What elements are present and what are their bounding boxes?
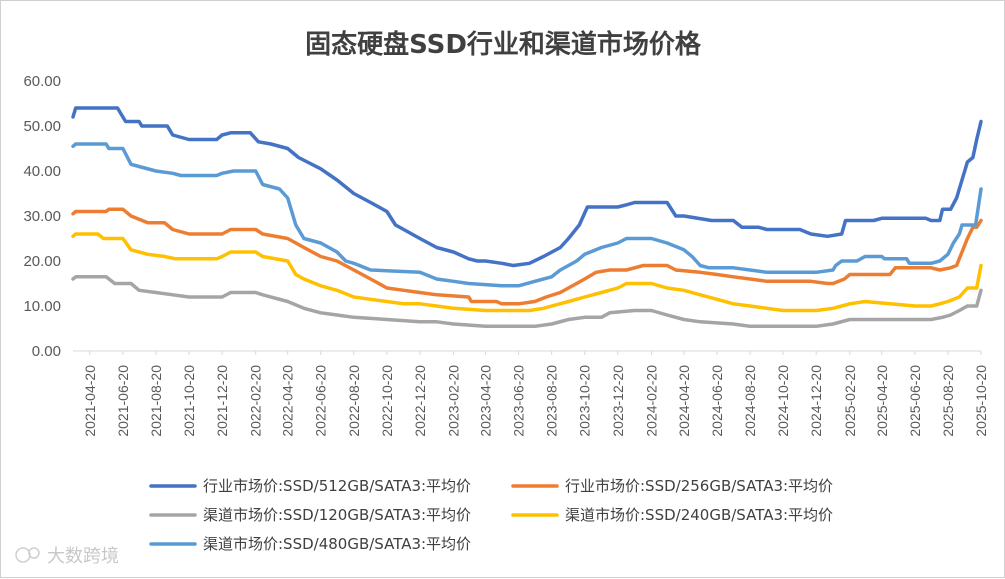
y-tick-label: 0.00 (32, 343, 61, 360)
series-line-5 (71, 142, 983, 288)
x-tick-label: 2024-10-20 (775, 365, 791, 437)
y-tick-label: 10.00 (23, 298, 61, 315)
watermark-text: 大数跨境 (47, 546, 119, 567)
series-line-4 (71, 232, 983, 313)
x-tick-label: 2022-06-20 (313, 365, 329, 437)
x-tick-label: 2021-04-20 (82, 365, 98, 437)
x-tick-label: 2021-12-20 (214, 365, 230, 437)
series-line-3 (71, 275, 983, 329)
x-tick-label: 2023-06-20 (511, 365, 527, 437)
x-tick-label: 2025-02-20 (842, 365, 858, 437)
y-tick-label: 30.00 (23, 208, 61, 225)
x-tick-label: 2022-08-20 (346, 365, 362, 437)
x-tick-label: 2021-08-20 (148, 365, 164, 437)
series-line-1 (71, 106, 983, 268)
watermark-logo-icon (15, 547, 40, 563)
x-tick-label: 2024-02-20 (643, 365, 659, 437)
x-tick-label: 2023-08-20 (544, 365, 560, 437)
x-tick-label: 2025-10-20 (973, 365, 989, 437)
x-tick-label: 2023-02-20 (446, 365, 462, 437)
x-tick-label: 2022-10-20 (379, 365, 395, 437)
legend-label-2: 行业市场价:SSD/256GB/SATA3:平均价 (565, 477, 833, 495)
y-tick-label: 20.00 (23, 253, 61, 270)
legend-label-4: 渠道市场价:SSD/240GB/SATA3:平均价 (565, 506, 833, 524)
watermark: 大数跨境 (15, 546, 119, 567)
x-tick-label: 2025-04-20 (874, 365, 890, 437)
x-tick-label: 2021-06-20 (115, 365, 131, 437)
x-tick-label: 2022-02-20 (248, 365, 264, 437)
x-tick-label: 2025-08-20 (940, 365, 956, 437)
chart-title: 固态硬盘SSD行业和渠道市场价格 (305, 29, 702, 60)
legend-label-3: 渠道市场价:SSD/120GB/SATA3:平均价 (203, 506, 471, 524)
y-tick-label: 60.00 (23, 73, 61, 90)
x-tick-label: 2024-12-20 (808, 365, 824, 437)
legend-label-1: 行业市场价:SSD/512GB/SATA3:平均价 (203, 477, 471, 495)
y-axis-ticks: 0.00 10.00 20.00 30.00 40.00 50.00 60.00 (23, 73, 61, 360)
x-tick-label: 2022-04-20 (280, 365, 296, 437)
y-tick-label: 40.00 (23, 163, 61, 180)
x-tick-label: 2022-12-20 (412, 365, 428, 437)
y-tick-label: 50.00 (23, 118, 61, 135)
x-tick-label: 2024-06-20 (709, 365, 725, 437)
x-axis-ticks: 2021-04-20 2021-06-20 2021-08-20 2021-10-20… (82, 351, 989, 437)
legend: 行业市场价:SSD/512GB/SATA3:平均价 行业市场价:SSD/256GB… (149, 477, 833, 553)
x-tick-label: 2023-10-20 (577, 365, 593, 437)
x-tick-label: 2023-04-20 (478, 365, 494, 437)
x-tick-label: 2021-10-20 (181, 365, 197, 437)
x-tick-label: 2023-12-20 (610, 365, 626, 437)
x-tick-label: 2025-06-20 (907, 365, 923, 437)
x-tick-label: 2024-04-20 (676, 365, 692, 437)
series-line-2 (71, 207, 983, 306)
x-tick-label: 2024-08-20 (742, 365, 758, 437)
series-lines (71, 106, 983, 329)
legend-label-5: 渠道市场价:SSD/480GB/SATA3:平均价 (203, 535, 471, 553)
